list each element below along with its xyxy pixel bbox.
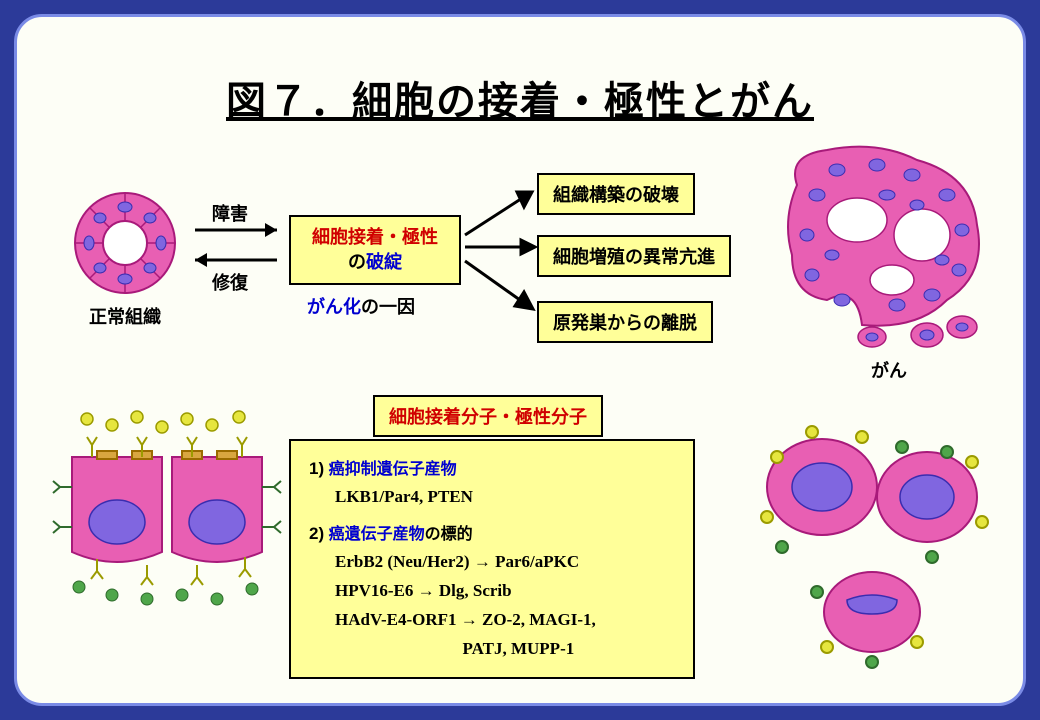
info-item2-sub-0: ErbB2 (Neu/Her2) → Par6/aPKC (335, 548, 675, 577)
info-item2-num: 2) (309, 524, 324, 543)
center-line2-blue: 破綻 (366, 252, 402, 272)
outcome-box-3: 原発巣からの離脱 (537, 301, 713, 343)
slide-frame: 図７．細胞の接着・極性とがん (14, 14, 1026, 706)
molecules-title-box: 細胞接着分子・極性分子 (373, 395, 603, 437)
cancer-label: がん (871, 357, 907, 383)
info-item1-sub: LKB1/Par4, PTEN (335, 483, 675, 512)
info-item1-heading: 癌抑制遺伝子産物 (329, 461, 457, 478)
arrow-bottom-label: 修復 (212, 269, 248, 295)
info-item2-heading-a: 癌遺伝子産物 (329, 526, 425, 543)
slide-title: 図７．細胞の接着・極性とがん (17, 69, 1023, 127)
info-item2-sub-2: HAdV-E4-ORF1 → ZO-2, MAGI-1, (335, 606, 675, 635)
arrow-top-label: 障害 (212, 200, 248, 226)
normal-tissue-label: 正常組織 (89, 303, 161, 329)
outcome-box-1: 組織構築の破壊 (537, 173, 695, 215)
info-item2-heading-b: の標的 (425, 526, 473, 543)
info-item2-sub-1: HPV16-E6 → Dlg, Scrib (335, 577, 675, 606)
outcome-box-2: 細胞増殖の異常亢進 (537, 235, 731, 277)
center-line2-prefix: の (348, 252, 366, 272)
info-panel: 1) 癌抑制遺伝子産物 LKB1/Par4, PTEN 2) 癌遺伝子産物の標的… (289, 439, 695, 679)
center-caption: がん化の一因 (307, 293, 415, 319)
info-item2-sub-3: PATJ, MUPP-1 (335, 635, 675, 664)
info-item1-num: 1) (309, 459, 324, 478)
center-box: 細胞接着・極性 の破綻 (289, 215, 461, 285)
center-line1: 細胞接着・極性 (312, 227, 438, 247)
